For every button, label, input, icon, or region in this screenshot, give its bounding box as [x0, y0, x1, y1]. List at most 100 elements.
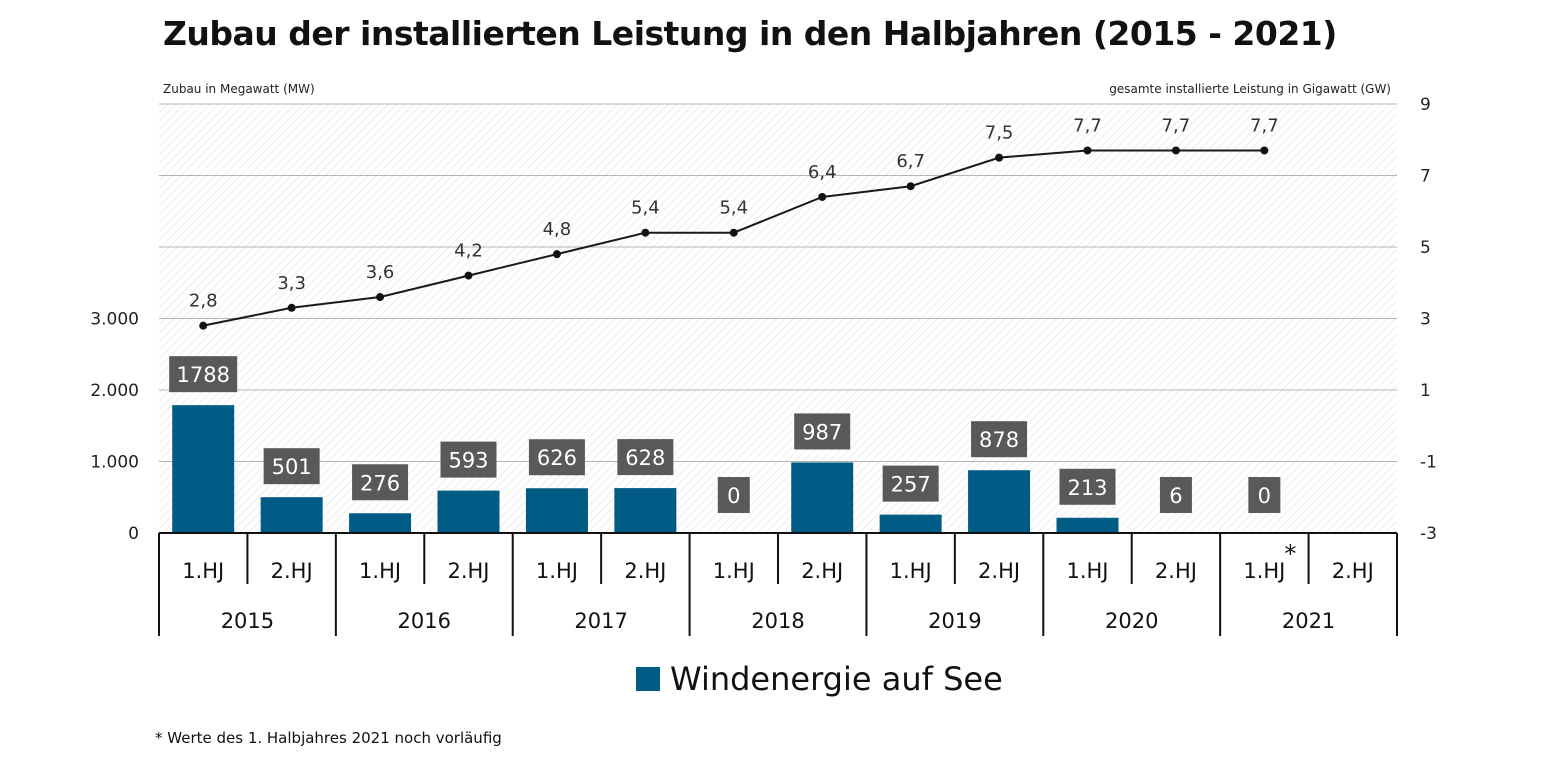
bar — [968, 470, 1031, 533]
line-point — [818, 192, 827, 201]
bar-label-box — [794, 413, 851, 450]
line-point — [199, 321, 208, 330]
line-value-label: 7,5 — [985, 123, 1014, 144]
line-value-label: 3,6 — [366, 262, 395, 283]
y2-tick-label: 7 — [1420, 167, 1431, 187]
line-point — [376, 293, 385, 302]
footnote: * Werte des 1. Halbjahres 2021 noch vorl… — [155, 729, 502, 747]
y2-tick-label: 3 — [1420, 310, 1431, 330]
category-label: 2.HJ — [1332, 559, 1374, 583]
bar — [172, 405, 235, 533]
line-value-label: 7,7 — [1250, 115, 1279, 136]
line-value-label: 5,4 — [719, 198, 748, 219]
line-value-label: 5,4 — [631, 198, 660, 219]
bar-value-label: 0 — [1258, 484, 1271, 508]
bar-value-label: 0 — [727, 484, 740, 508]
year-label: 2015 — [221, 609, 274, 633]
bar-label-box — [1059, 468, 1116, 505]
bar-label-box — [352, 464, 409, 501]
legend-swatch — [636, 667, 660, 691]
bar-label-box — [528, 439, 585, 476]
line-value-label: 6,7 — [896, 151, 925, 172]
y2-tick-label: -3 — [1420, 524, 1437, 544]
line-point — [995, 153, 1004, 162]
year-label: 2017 — [574, 609, 627, 633]
chart-title: Zubau der installierten Leistung in den … — [163, 14, 1337, 53]
category-label: 2.HJ — [801, 559, 843, 583]
line-point — [729, 228, 738, 237]
line-point — [1083, 146, 1092, 155]
bar-value-label: 878 — [979, 428, 1019, 452]
bar-label-box — [440, 441, 497, 478]
year-label: 2019 — [928, 609, 981, 633]
y2-tick-label: -1 — [1420, 453, 1437, 473]
y2-tick-label: 1 — [1420, 381, 1431, 401]
bar-label-box — [169, 356, 238, 393]
y2-tick-label: 5 — [1420, 238, 1431, 258]
left-axis-title: Zubau in Megawatt (MW) — [163, 82, 315, 96]
line-point — [1171, 146, 1180, 155]
bar-label-box — [1159, 477, 1192, 513]
year-label: 2018 — [751, 609, 804, 633]
bar-label-box — [617, 439, 674, 476]
category-label: 1.HJ — [890, 559, 932, 583]
bar-value-label: 276 — [360, 471, 400, 495]
category-label: 2.HJ — [447, 559, 489, 583]
category-label: 1.HJ — [536, 559, 578, 583]
category-label: 1.HJ — [1243, 559, 1285, 583]
category-label: 1.HJ — [359, 559, 401, 583]
legend: Windenergie auf See — [636, 660, 1003, 698]
right-axis-title: gesamte installierte Leistung in Gigawat… — [1109, 82, 1391, 96]
bar-value-label: 987 — [802, 420, 842, 444]
line-point — [552, 250, 561, 259]
bar — [349, 513, 412, 533]
bar-label-box — [882, 465, 939, 502]
bar — [879, 514, 942, 533]
line-value-label: 2,8 — [189, 291, 218, 312]
category-label: 1.HJ — [1066, 559, 1108, 583]
year-label: 2021 — [1282, 609, 1335, 633]
line-point — [1260, 146, 1269, 155]
bar — [1056, 517, 1119, 533]
line-value-label: 4,8 — [543, 219, 572, 240]
line-point — [464, 271, 473, 280]
line-value-label: 3,3 — [277, 273, 306, 294]
bar-label-box — [717, 477, 750, 513]
bar-label-box — [1248, 477, 1281, 513]
bar-value-label: 1788 — [176, 363, 229, 387]
category-label: 2.HJ — [271, 559, 313, 583]
y-tick-label: 1.000 — [90, 453, 139, 473]
bar-value-label: 213 — [1067, 476, 1107, 500]
bar — [525, 488, 588, 533]
line-value-label: 7,7 — [1162, 115, 1191, 136]
category-label: 1.HJ — [182, 559, 224, 583]
bar-label-box — [971, 421, 1028, 458]
bar-value-label: 628 — [625, 446, 665, 470]
line-value-label: 7,7 — [1073, 115, 1102, 136]
legend-label: Windenergie auf See — [670, 660, 1003, 698]
category-label: 2.HJ — [978, 559, 1020, 583]
y-tick-label: 2.000 — [90, 381, 139, 401]
bar-label-box — [263, 448, 320, 485]
year-label: 2016 — [398, 609, 451, 633]
y-tick-label: 3.000 — [90, 310, 139, 330]
category-label: 2.HJ — [1155, 559, 1197, 583]
category-label: 1.HJ — [713, 559, 755, 583]
line-value-label: 6,4 — [808, 162, 837, 183]
bar-value-label: 257 — [891, 473, 931, 497]
bar-value-label: 6 — [1169, 484, 1182, 508]
y-tick-label: 0 — [128, 524, 139, 544]
category-marker: * — [1284, 540, 1296, 568]
bar — [437, 490, 500, 533]
bar — [614, 488, 677, 533]
bar — [260, 497, 323, 533]
category-label: 2.HJ — [624, 559, 666, 583]
year-label: 2020 — [1105, 609, 1158, 633]
bar — [791, 462, 854, 533]
line-point — [287, 303, 296, 312]
line-value-label: 4,2 — [454, 241, 483, 262]
bar-value-label: 501 — [272, 455, 312, 479]
bar-value-label: 626 — [537, 446, 577, 470]
line-point — [906, 182, 915, 191]
